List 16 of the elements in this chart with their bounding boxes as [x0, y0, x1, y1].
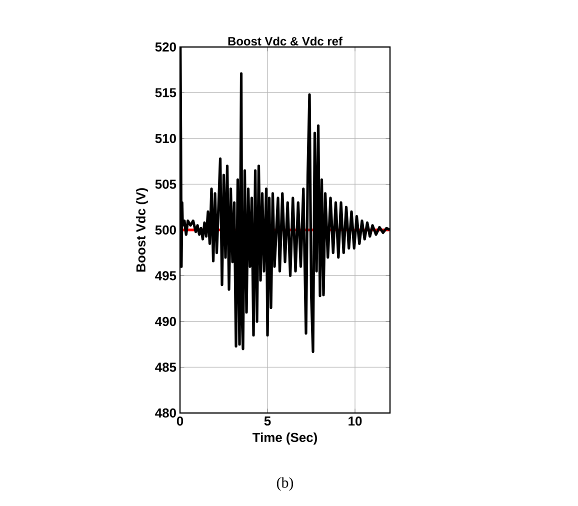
text: (b) [276, 477, 294, 491]
y-tick-label: 490 [155, 316, 176, 326]
y-axis-title: Boost Vdc (V) [136, 188, 148, 272]
y-tick-label: 495 [155, 271, 176, 280]
y-tick-label: 500 [155, 225, 176, 235]
x-axis-title: Time (Sec) [252, 432, 317, 445]
y-tick-label: 520 [155, 42, 176, 52]
x-tick-label: 0 [176, 416, 184, 426]
y-tick-label: 480 [155, 408, 176, 418]
chart-title: Boost Vdc & Vdc ref [228, 36, 342, 46]
y-tick-label: 510 [155, 134, 176, 144]
y-tick-label: 505 [155, 180, 176, 189]
y-tick-label: 515 [155, 88, 176, 98]
y-tick-label: 485 [155, 362, 176, 372]
x-tick-label: 5 [264, 416, 271, 426]
x-tick-label: 10 [348, 416, 362, 426]
